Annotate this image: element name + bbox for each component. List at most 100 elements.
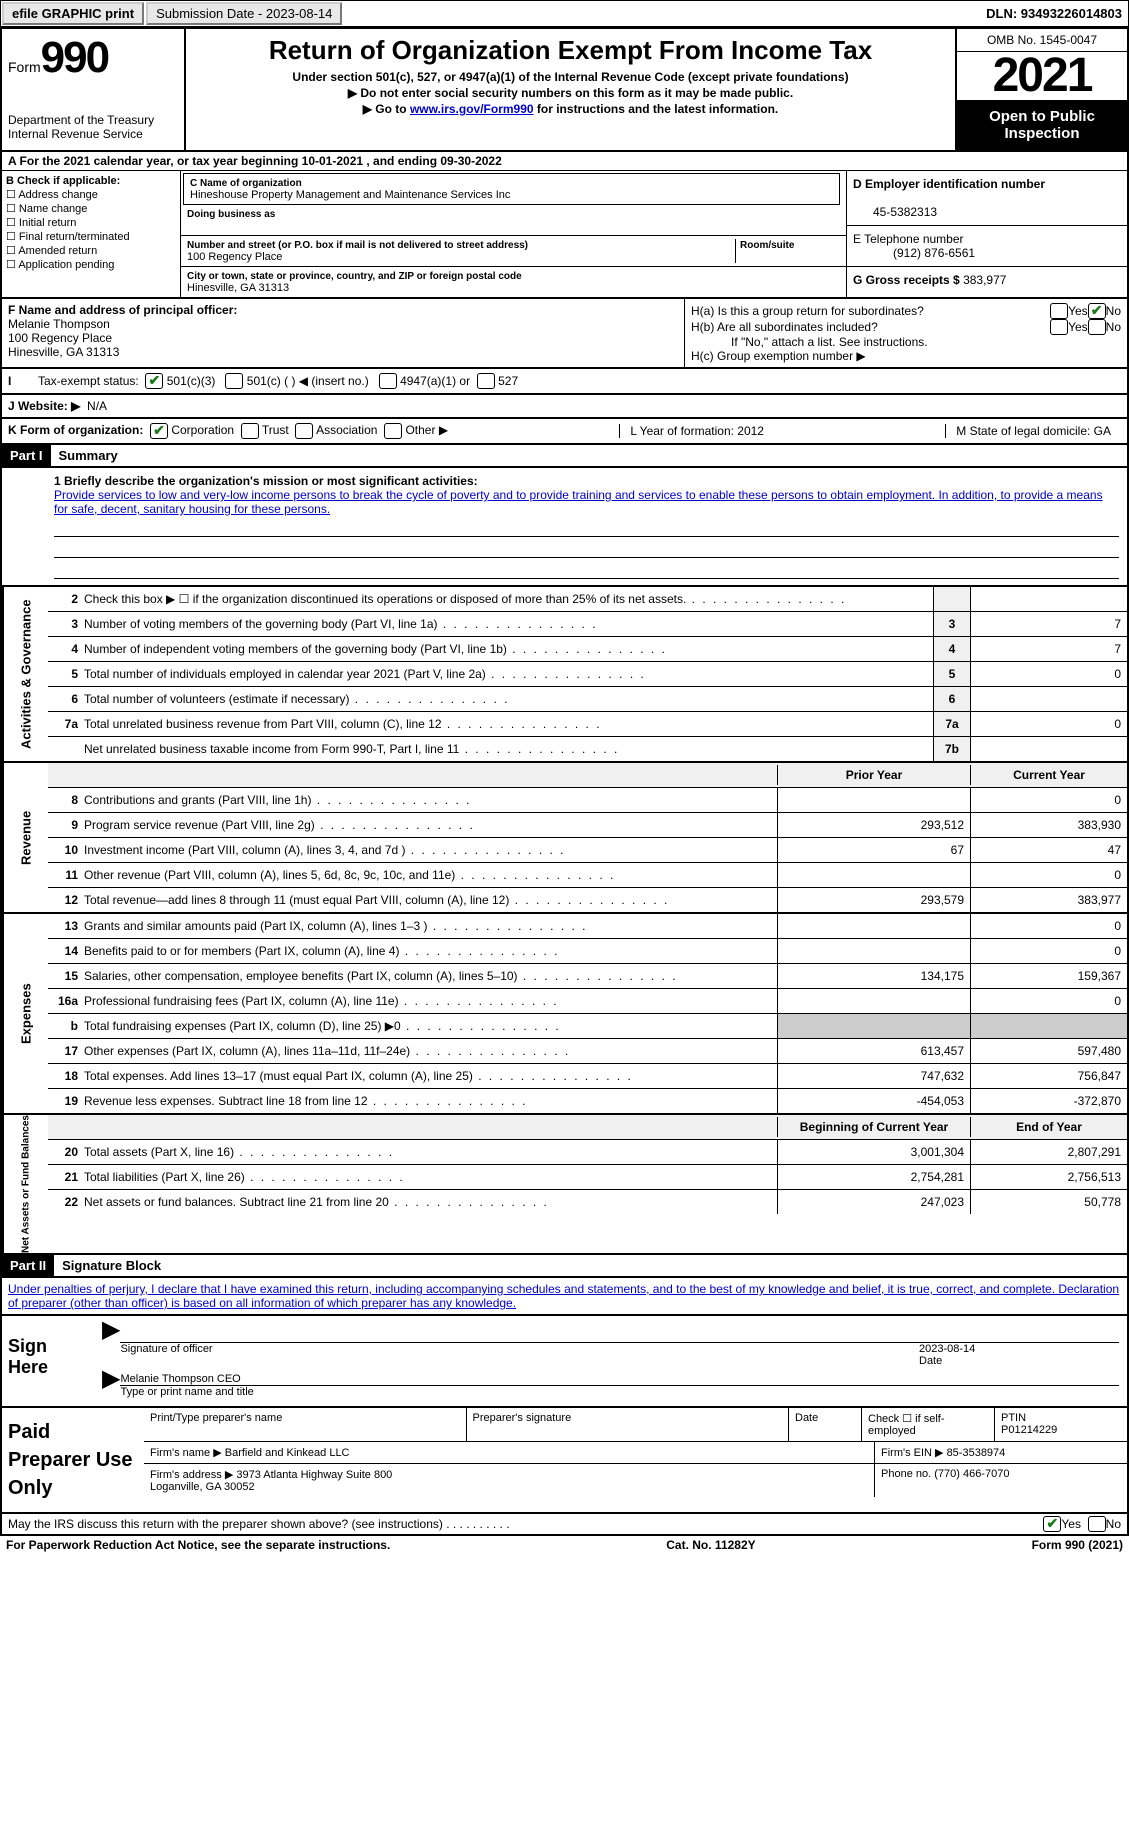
form-footer: Form 990 (2021): [1032, 1538, 1123, 1552]
efile-print-btn[interactable]: efile GRAPHIC print: [2, 2, 144, 25]
line-text: Total unrelated business revenue from Pa…: [84, 715, 933, 733]
chk-corp[interactable]: ✔: [150, 423, 168, 439]
line-num: 7a: [48, 717, 84, 731]
chk-assoc[interactable]: [295, 423, 313, 439]
prior-value: [777, 914, 970, 938]
prior-value: 293,512: [777, 813, 970, 837]
prior-value: 613,457: [777, 1039, 970, 1063]
chk-4947[interactable]: [379, 373, 397, 389]
goto-pre: ▶ Go to: [363, 102, 410, 116]
side-rev: Revenue: [2, 763, 48, 912]
current-value: 50,778: [970, 1190, 1127, 1214]
current-value: 0: [970, 939, 1127, 963]
line-text: Total fundraising expenses (Part IX, col…: [84, 1017, 777, 1035]
prior-value: [777, 939, 970, 963]
box-b-title: B Check if applicable:: [6, 175, 120, 187]
chk-amended[interactable]: Amended return: [18, 245, 97, 257]
ha-yes[interactable]: [1050, 303, 1068, 319]
name-label: C Name of organization: [190, 178, 302, 189]
line-numbox: [933, 587, 971, 611]
opt-527: 527: [498, 374, 518, 388]
chk-other[interactable]: [384, 423, 402, 439]
discuss-q: May the IRS discuss this return with the…: [8, 1517, 1043, 1531]
mission-label: 1 Briefly describe the organization's mi…: [54, 474, 478, 488]
firm-phone-lbl: Phone no.: [881, 1468, 931, 1480]
line-num: 2: [48, 592, 84, 606]
current-value: 597,480: [970, 1039, 1127, 1063]
chk-name-change[interactable]: Name change: [19, 203, 88, 215]
website-label: J Website: ▶: [8, 399, 80, 413]
hb-note: If "No," attach a list. See instructions…: [691, 335, 1121, 349]
line-text: Contributions and grants (Part VIII, lin…: [84, 791, 777, 809]
hc-label: H(c) Group exemption number ▶: [691, 349, 1121, 363]
hb-no[interactable]: [1088, 319, 1106, 335]
discuss-yes[interactable]: ✔: [1043, 1516, 1061, 1532]
current-value: 756,847: [970, 1064, 1127, 1088]
line-text: Other revenue (Part VIII, column (A), li…: [84, 866, 777, 884]
line-numbox: 6: [933, 687, 971, 711]
line-text: Net assets or fund balances. Subtract li…: [84, 1193, 777, 1211]
ein-label: D Employer identification number: [853, 177, 1045, 191]
prep-date-lbl: Date: [789, 1408, 862, 1441]
paid-prep-label: Paid Preparer Use Only: [2, 1408, 144, 1512]
line-num: 14: [48, 944, 84, 958]
box-b: B Check if applicable: ☐ Address change …: [2, 171, 181, 297]
line-text: Total assets (Part X, line 16): [84, 1143, 777, 1161]
goto-post: for instructions and the latest informat…: [534, 102, 779, 116]
line-text: Total revenue—add lines 8 through 11 (mu…: [84, 891, 777, 909]
dln: DLN: 93493226014803: [986, 6, 1128, 21]
line-numbox: 5: [933, 662, 971, 686]
line-text: Salaries, other compensation, employee b…: [84, 967, 777, 985]
part-i-title: Summary: [51, 448, 118, 463]
current-value: [970, 1014, 1127, 1038]
street-address: 100 Regency Place: [187, 251, 282, 263]
ha-no[interactable]: ✔: [1088, 303, 1106, 319]
form-header: Form990 Department of the Treasury Inter…: [0, 27, 1129, 152]
prep-self-emp: Check ☐ if self-employed: [862, 1408, 995, 1441]
subtitle-2: ▶ Do not enter social security numbers o…: [194, 86, 947, 100]
current-value: 0: [970, 863, 1127, 887]
chk-trust[interactable]: [241, 423, 259, 439]
state-domicile: M State of legal domicile: GA: [945, 424, 1121, 438]
side-activities: Activities & Governance: [2, 587, 48, 761]
city-label: City or town, state or province, country…: [187, 271, 522, 282]
chk-527[interactable]: [477, 373, 495, 389]
current-value: 2,807,291: [970, 1140, 1127, 1164]
line-numbox: 3: [933, 612, 971, 636]
mission-text: Provide services to low and very-low inc…: [54, 488, 1103, 516]
tax-year: 2021: [957, 52, 1127, 100]
chk-app-pending[interactable]: Application pending: [18, 259, 114, 271]
yes-lbl: Yes: [1061, 1517, 1081, 1531]
chk-501c3[interactable]: ✔: [145, 373, 163, 389]
dept-treasury: Department of the Treasury Internal Reve…: [8, 113, 178, 141]
current-value: 2,756,513: [970, 1165, 1127, 1189]
discuss-no[interactable]: [1088, 1516, 1106, 1532]
line-num: 16a: [48, 994, 84, 1008]
line-text: Total number of volunteers (estimate if …: [84, 690, 933, 708]
line-num: 19: [48, 1094, 84, 1108]
prior-value: 67: [777, 838, 970, 862]
subtitle-1: Under section 501(c), 527, or 4947(a)(1)…: [194, 70, 947, 84]
chk-final[interactable]: Final return/terminated: [19, 231, 130, 243]
chk-addr-change[interactable]: Address change: [18, 189, 98, 201]
line-text: Revenue less expenses. Subtract line 18 …: [84, 1092, 777, 1110]
opt-assoc: Association: [316, 423, 377, 437]
chk-501c[interactable]: [225, 373, 243, 389]
sig-name-lbl: Type or print name and title: [120, 1386, 253, 1398]
prior-value: [777, 863, 970, 887]
firm-name: Barfield and Kinkead LLC: [225, 1447, 350, 1459]
col-beg: Beginning of Current Year: [777, 1117, 970, 1137]
line-text: Number of voting members of the governin…: [84, 615, 933, 633]
line-value: 0: [971, 712, 1127, 736]
line-numbox: 4: [933, 637, 971, 661]
sig-arrow-icon: ▶: [102, 1324, 120, 1367]
hb-yes[interactable]: [1050, 319, 1068, 335]
line-text: Total liabilities (Part X, line 26): [84, 1168, 777, 1186]
opt-4947: 4947(a)(1) or: [400, 374, 470, 388]
chk-initial[interactable]: Initial return: [19, 217, 76, 229]
officer-addr1: 100 Regency Place: [8, 331, 112, 345]
line-num: 18: [48, 1069, 84, 1083]
year-formation: L Year of formation: 2012: [619, 424, 774, 438]
line-num: 17: [48, 1044, 84, 1058]
irs-link[interactable]: www.irs.gov/Form990: [410, 102, 534, 116]
